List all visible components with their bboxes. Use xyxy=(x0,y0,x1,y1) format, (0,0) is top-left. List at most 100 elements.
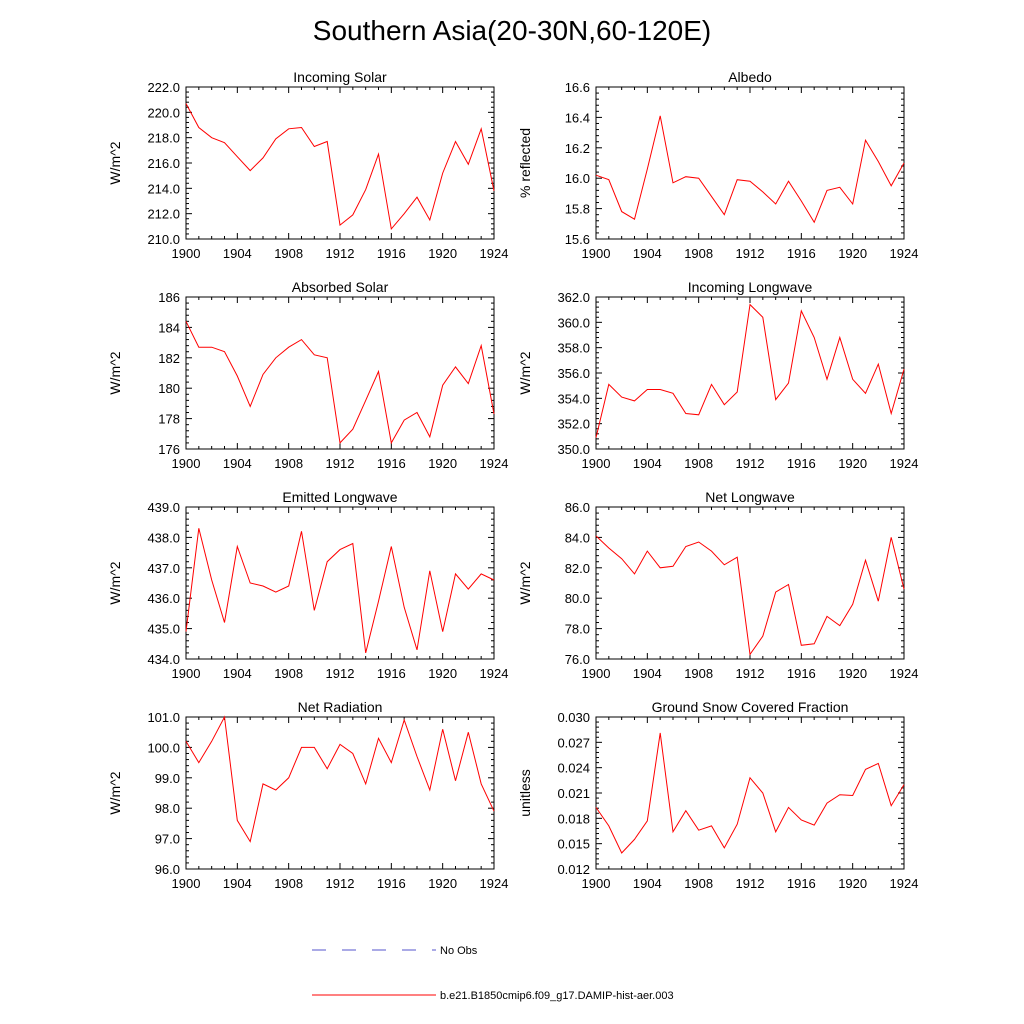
x-tick-label: 1916 xyxy=(377,246,406,261)
series-line xyxy=(185,528,495,654)
x-tick-label: 1924 xyxy=(480,456,509,471)
y-tick-label: 434.0 xyxy=(147,652,180,667)
x-tick-label: 1920 xyxy=(428,246,457,261)
y-tick-label: 358.0 xyxy=(557,341,590,356)
y-tick-label: 0.012 xyxy=(557,862,590,877)
y-tick-label: 352.0 xyxy=(557,417,590,432)
y-tick-label: 80.0 xyxy=(565,591,590,606)
y-axis-label: W/m^2 xyxy=(107,141,123,184)
y-tick-label: 350.0 xyxy=(557,442,590,457)
y-tick-label: 96.0 xyxy=(155,862,180,877)
chart-emitted-longwave: Emitted Longwave W/m^2 1900 1904 1908 1912 191… xyxy=(107,489,508,681)
x-tick-label: 1924 xyxy=(890,246,919,261)
y-tick-label: 439.0 xyxy=(147,500,180,515)
x-tick-label: 1924 xyxy=(890,876,919,891)
y-axis-label: W/m^2 xyxy=(107,351,123,394)
chart-net-longwave: Net Longwave W/m^2 1900 1904 1908 1912 1916 192… xyxy=(517,489,918,681)
x-tick-label: 1908 xyxy=(274,876,303,891)
y-tick-label: 212.0 xyxy=(147,207,180,222)
y-tick-label: 100.0 xyxy=(147,740,180,755)
x-tick-label: 1904 xyxy=(223,666,252,681)
legend: No Obs b.e21.B1850cmip6.f09_g17.DAMIP-hi… xyxy=(312,945,674,1002)
x-tick-label: 1908 xyxy=(274,246,303,261)
y-tick-label: 0.024 xyxy=(557,761,590,776)
panel-title: Incoming Solar xyxy=(293,69,387,85)
y-tick-label: 101.0 xyxy=(147,710,180,725)
y-tick-label: 16.4 xyxy=(565,110,590,125)
x-tick-label: 1900 xyxy=(172,876,201,891)
x-tick-label: 1916 xyxy=(377,876,406,891)
x-tick-label: 1900 xyxy=(172,666,201,681)
x-tick-label: 1920 xyxy=(428,456,457,471)
y-tick-label: 360.0 xyxy=(557,315,590,330)
x-tick-label: 1908 xyxy=(684,246,713,261)
x-tick-label: 1920 xyxy=(428,876,457,891)
x-tick-label: 1908 xyxy=(274,456,303,471)
x-tick-label: 1900 xyxy=(582,456,611,471)
x-tick-label: 1920 xyxy=(838,666,867,681)
y-tick-label: 180 xyxy=(158,381,180,396)
series-line xyxy=(595,535,905,656)
x-tick-label: 1900 xyxy=(172,246,201,261)
x-tick-label: 1916 xyxy=(787,876,816,891)
x-tick-label: 1916 xyxy=(787,456,816,471)
y-tick-label: 218.0 xyxy=(147,131,180,146)
x-tick-label: 1908 xyxy=(274,666,303,681)
x-tick-label: 1916 xyxy=(377,456,406,471)
x-tick-label: 1908 xyxy=(684,456,713,471)
x-tick-label: 1904 xyxy=(633,876,662,891)
y-tick-label: 437.0 xyxy=(147,561,180,576)
y-tick-label: 86.0 xyxy=(565,500,590,515)
x-tick-label: 1924 xyxy=(890,666,919,681)
y-tick-label: 76.0 xyxy=(565,652,590,667)
plot-frame xyxy=(595,716,905,870)
plot-frame xyxy=(595,296,905,450)
series-line xyxy=(595,115,905,224)
y-tick-label: 84.0 xyxy=(565,530,590,545)
y-tick-label: 0.030 xyxy=(557,710,590,725)
x-tick-label: 1904 xyxy=(223,246,252,261)
x-tick-label: 1912 xyxy=(736,456,765,471)
panels: Incoming Solar W/m^2 1900 1904 1908 1912 1916 1… xyxy=(107,69,918,891)
x-tick-label: 1900 xyxy=(172,456,201,471)
y-tick-label: 16.0 xyxy=(565,171,590,186)
plot-frame xyxy=(185,506,495,660)
chart-absorbed-solar: Absorbed Solar W/m^2 1900 1904 1908 1912 1916 1… xyxy=(107,279,508,471)
y-axis-label: % reflected xyxy=(517,128,533,198)
y-axis-label: W/m^2 xyxy=(107,561,123,604)
y-tick-label: 0.021 xyxy=(557,786,590,801)
x-tick-label: 1904 xyxy=(633,666,662,681)
plot-frame xyxy=(185,296,495,450)
plot-frame xyxy=(185,86,495,240)
y-axis-label: unitless xyxy=(517,769,533,816)
x-tick-label: 1924 xyxy=(890,456,919,471)
y-tick-label: 16.2 xyxy=(565,141,590,156)
x-tick-label: 1908 xyxy=(684,876,713,891)
x-tick-label: 1900 xyxy=(582,666,611,681)
y-tick-label: 436.0 xyxy=(147,591,180,606)
panel-title: Ground Snow Covered Fraction xyxy=(652,699,849,715)
y-tick-label: 435.0 xyxy=(147,622,180,637)
y-tick-label: 0.018 xyxy=(557,811,590,826)
x-tick-label: 1912 xyxy=(326,456,355,471)
y-tick-label: 176 xyxy=(158,442,180,457)
y-tick-label: 354.0 xyxy=(557,391,590,406)
series-line xyxy=(185,103,495,231)
chart-incoming-longwave: Incoming Longwave W/m^2 1900 1904 1908 1912 19… xyxy=(517,279,918,471)
x-tick-label: 1912 xyxy=(326,666,355,681)
legend-no-obs-label: No Obs xyxy=(440,945,478,957)
x-tick-label: 1916 xyxy=(377,666,406,681)
x-tick-label: 1912 xyxy=(736,666,765,681)
y-tick-label: 186 xyxy=(158,290,180,305)
series-line xyxy=(185,321,495,445)
x-tick-label: 1920 xyxy=(838,246,867,261)
x-tick-label: 1912 xyxy=(736,246,765,261)
panel-title: Emitted Longwave xyxy=(282,489,397,505)
y-axis-label: W/m^2 xyxy=(107,771,123,814)
x-tick-label: 1912 xyxy=(326,246,355,261)
x-tick-label: 1924 xyxy=(480,246,509,261)
x-tick-label: 1904 xyxy=(223,876,252,891)
x-tick-label: 1904 xyxy=(223,456,252,471)
panel-title: Albedo xyxy=(728,69,772,85)
y-tick-label: 97.0 xyxy=(155,832,180,847)
